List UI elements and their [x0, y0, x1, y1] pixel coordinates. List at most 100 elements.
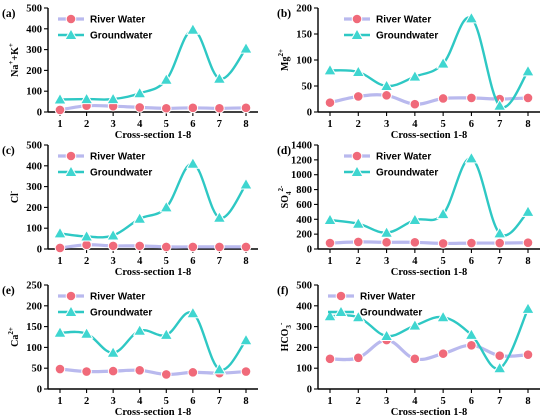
groundwater-line [59, 311, 247, 371]
groundwater-point [492, 226, 507, 239]
river-water-point [187, 102, 199, 114]
series-groundwater [53, 306, 253, 375]
x-tick-label: 8 [243, 256, 248, 267]
y-tick-label: 100 [26, 87, 42, 98]
river-water-point [324, 97, 336, 108]
x-tick-label: 7 [217, 396, 222, 407]
river-water-point [437, 348, 449, 359]
y-tick-label: 500 [26, 4, 42, 15]
river-water-point [522, 92, 534, 104]
chart-panel-2: (b) 0 50 100 150 200 1 2 3 4 5 6 7 8 Cross-section 1-8… [277, 4, 540, 141]
series-river-water [54, 239, 252, 254]
groundwater-point [212, 362, 227, 375]
legend-river-marker [351, 13, 363, 25]
y-tick-label: 400 [26, 24, 42, 35]
y-axis-label: Na++K+ [7, 43, 21, 77]
x-axis-label: Cross-section 1-8 [391, 407, 468, 418]
x-axis-label: Cross-section 1-8 [115, 267, 192, 278]
x-tick-label: 4 [137, 396, 143, 407]
y-tick-label: 200 [26, 203, 42, 214]
groundwater-point [186, 156, 200, 169]
panel-label: (d) [277, 145, 291, 157]
river-water-point [437, 238, 449, 249]
river-water-point [466, 340, 477, 351]
x-tick-label: 5 [441, 396, 446, 407]
panel-label: (f) [277, 285, 289, 297]
groundwater-point [132, 86, 147, 99]
legend: River Water Groundwater [344, 13, 438, 42]
x-tick-label: 4 [137, 119, 143, 130]
y-tick-label: 0 [37, 385, 42, 396]
legend-river-marker [65, 13, 77, 25]
groundwater-point [436, 207, 450, 220]
x-tick-label: 8 [525, 119, 530, 130]
x-tick-label: 4 [412, 396, 418, 407]
legend: River Water Groundwater [58, 13, 152, 42]
y-axis-label-base: SO [280, 195, 291, 209]
y-tick-label: 100 [26, 224, 42, 235]
x-tick-label: 8 [243, 119, 248, 130]
x-tick-label: 7 [217, 256, 222, 267]
groundwater-point [492, 361, 507, 374]
legend: River Water Groundwater [328, 290, 422, 319]
groundwater-point [239, 41, 253, 54]
x-tick-label: 6 [469, 396, 474, 407]
x-tick-label: 6 [190, 119, 195, 130]
groundwater-point [159, 72, 174, 85]
y-axis-label-mid: +K [10, 47, 21, 61]
legend-groundwater-label: Groundwater [360, 308, 422, 319]
groundwater-point [323, 212, 337, 225]
y-axis-label-base: Na [10, 65, 21, 77]
groundwater-point [436, 310, 450, 323]
x-tick-label: 6 [469, 256, 474, 267]
y-axis-label-sub: 3 [285, 325, 293, 329]
river-water-point [437, 93, 449, 104]
groundwater-point [464, 11, 479, 24]
groundwater-point [521, 64, 535, 77]
groundwater-point [212, 71, 227, 84]
groundwater-point [239, 177, 253, 190]
river-water-point [81, 366, 92, 377]
x-tick-label: 4 [412, 119, 418, 130]
chart-panel-6: (f) 0 100 200 300 400 500 1 2 3 4 5 6 7 8 Cross-section… [277, 281, 540, 418]
chart-panel-1: (a) 0 100 200 300 400 500 1 2 3 4 5 6 7 8 Cross-section… [2, 4, 258, 141]
river-water-point [409, 353, 421, 365]
y-tick-label: 300 [26, 182, 42, 193]
chart-panel-3: (c) 0 100 200 300 400 500 1 2 3 4 5 6 7 8 Cross-section… [2, 141, 258, 278]
y-axis-label-sup: - [277, 322, 285, 325]
x-tick-label: 6 [190, 396, 195, 407]
groundwater-point [132, 211, 147, 224]
groundwater-point [79, 229, 94, 242]
river-water-point [381, 90, 392, 101]
series-groundwater [323, 151, 535, 239]
groundwater-point [106, 228, 120, 241]
y-tick-label: 200 [296, 4, 312, 15]
chart-panel-4: (d) 0 200 400 600 800 1000 1200 1400 1 2 3 4 5 6 7 8 Cros… [277, 141, 540, 278]
series-groundwater [323, 301, 535, 374]
legend: River Water Groundwater [58, 150, 152, 179]
legend-river-label: River Water [90, 292, 145, 303]
groundwater-point [408, 69, 422, 82]
x-tick-label: 1 [57, 396, 62, 407]
x-tick-label: 2 [356, 396, 361, 407]
groundwater-point [464, 151, 479, 164]
river-water-point [324, 237, 336, 249]
y-axis-label: HCO3- [277, 322, 293, 351]
groundwater-point [379, 78, 394, 91]
y-tick-label: 500 [26, 141, 42, 152]
river-water-point [522, 349, 534, 360]
legend-groundwater-marker [350, 164, 364, 177]
river-water-point [240, 102, 252, 114]
x-tick-label: 6 [190, 256, 195, 267]
x-axis-label: Cross-section 1-8 [391, 267, 468, 278]
groundwater-point [239, 333, 253, 346]
y-axis-label: SO42- [277, 185, 293, 208]
legend-river-marker [65, 290, 77, 302]
y-tick-label: 150 [296, 30, 312, 41]
series-river-water [324, 236, 534, 249]
y-tick-label: 50 [302, 82, 313, 93]
groundwater-point [521, 301, 535, 314]
river-water-point [352, 236, 364, 248]
x-tick-label: 2 [356, 256, 361, 267]
